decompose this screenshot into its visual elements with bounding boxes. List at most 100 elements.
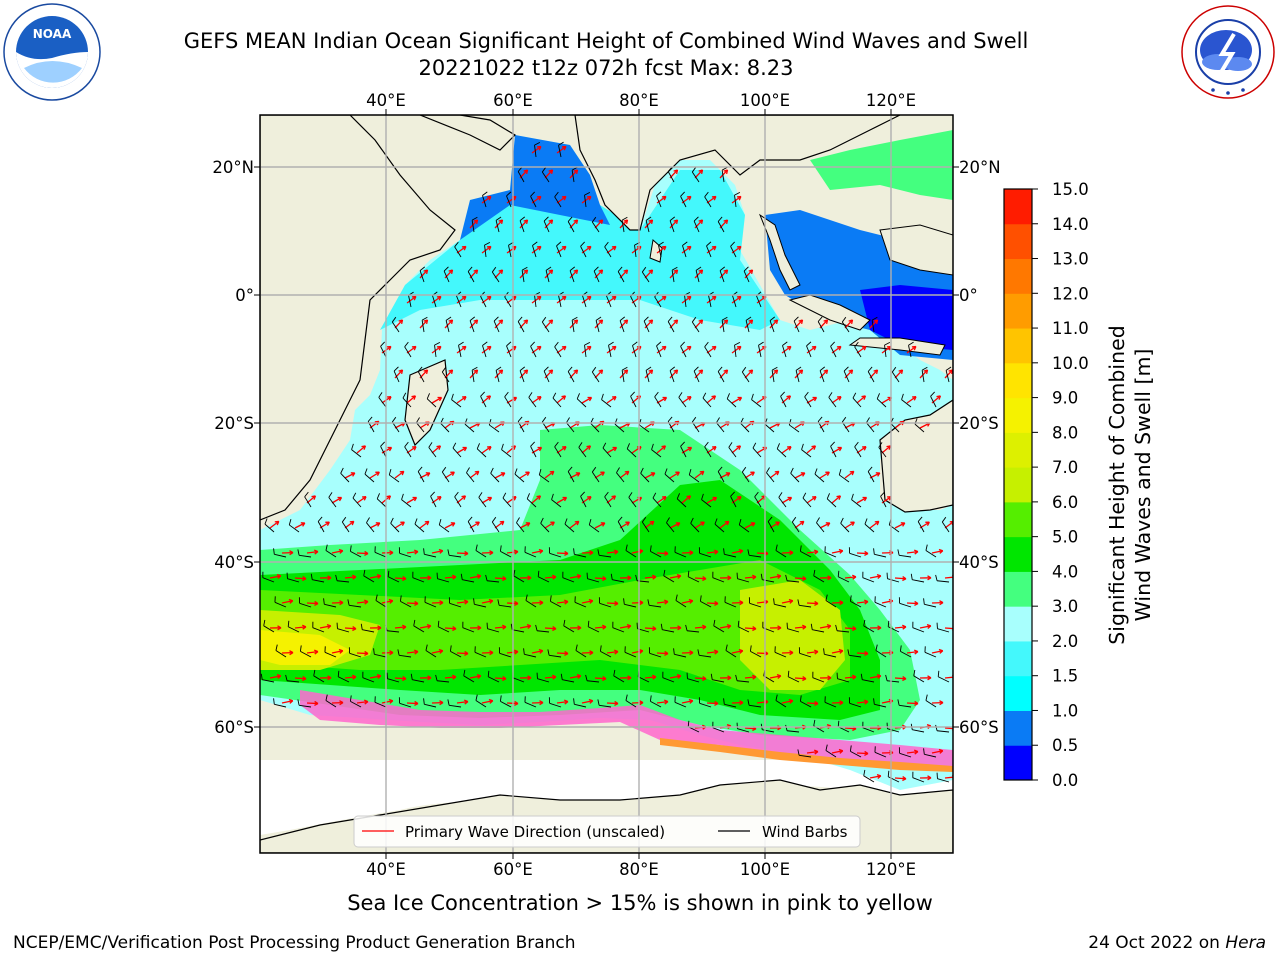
wave-arrow-head [588, 598, 593, 602]
wind-barb [841, 421, 850, 433]
wave-arrow-head [723, 219, 728, 222]
wave-arrow-head [663, 599, 669, 603]
wave-arrow-head [639, 700, 644, 704]
wind-barb [430, 496, 437, 508]
ice-region [260, 760, 953, 835]
wind-barb-flag [414, 518, 418, 525]
wind-barb [552, 397, 562, 408]
wave-arrow-head [726, 723, 732, 727]
wave-arrow-head [314, 600, 319, 605]
wave-arrow-head [698, 319, 703, 322]
wind-barb [789, 424, 800, 433]
wave-arrow [569, 520, 580, 529]
wind-barb-flag [325, 544, 328, 551]
wind-barb-flag [721, 166, 728, 171]
wind-barb-flag [837, 570, 840, 577]
colorbar-tick-label: 8.0 [1052, 423, 1078, 442]
wind-barb [790, 473, 800, 483]
wind-barb [514, 473, 525, 483]
wind-barb-flag [647, 599, 650, 606]
wind-barb-flag [375, 594, 378, 601]
wind-barb [719, 270, 725, 283]
wind-barb-flag [499, 695, 502, 702]
wind-barb [690, 523, 700, 533]
wind-barb [737, 578, 750, 583]
wave-arrow [594, 319, 603, 329]
wind-barb [437, 578, 450, 583]
wave-arrow [556, 601, 568, 604]
wave-arrow [694, 577, 707, 580]
wind-barb [656, 345, 662, 358]
wave-arrow-head [364, 550, 369, 555]
wind-barb [621, 220, 625, 233]
wind-barb [862, 727, 875, 733]
wind-barb-flag [716, 417, 720, 423]
wind-barb-flag [571, 316, 578, 321]
wind-barb [676, 498, 687, 508]
wave-arrow-head [376, 573, 382, 577]
wave-arrow-head [502, 624, 507, 628]
wave-arrow [369, 675, 381, 679]
wind-barb [543, 220, 550, 233]
wind-barb [624, 603, 637, 608]
wind-barb-flag [925, 544, 928, 551]
wind-barb-flag [287, 620, 290, 627]
wave-arrow-head [839, 600, 844, 604]
wave-arrow [406, 602, 419, 605]
lon-label: 80°E [619, 860, 659, 879]
wave-arrow [606, 246, 617, 254]
wave-arrow-head [598, 319, 603, 322]
wind-barb-flag [773, 598, 775, 605]
wind-barb-flag [364, 468, 368, 475]
wind-barb-flag [580, 241, 585, 247]
wave-arrow [444, 576, 457, 579]
wind-barb-flag [495, 216, 502, 221]
wave-arrow-head [777, 625, 782, 629]
wave-arrow-head [739, 700, 744, 704]
wind-barb [539, 474, 550, 483]
wind-barb-flag [517, 166, 523, 172]
wave-arrow [531, 495, 541, 504]
wind-barb [643, 320, 650, 333]
lat-label: 20°N [212, 158, 254, 177]
wave-arrow [706, 702, 719, 705]
wind-barb [362, 629, 375, 633]
wind-barb-flag [560, 673, 563, 680]
wave-arrow [769, 422, 781, 429]
wind-barb [849, 654, 862, 658]
wave-arrow-head [823, 369, 828, 372]
wind-barb-flag [519, 216, 526, 222]
wave-arrow [481, 700, 493, 704]
wave-arrow [906, 396, 917, 404]
wind-barb [884, 345, 887, 358]
wind-barb [438, 626, 450, 633]
wind-barb [737, 728, 750, 733]
wind-barb [554, 346, 562, 358]
wind-barb [612, 579, 625, 583]
wind-barb [762, 579, 775, 583]
wind-barb-flag [734, 191, 741, 196]
wave-arrow-head [561, 395, 566, 398]
wind-barb [526, 498, 537, 508]
wind-barb-flag [487, 670, 490, 677]
lon-label: 100°E [740, 860, 790, 879]
wind-barb-flag [587, 620, 590, 627]
wind-barb-flag [475, 544, 478, 551]
wind-barb-flag [616, 467, 620, 473]
wave-arrow-head [552, 574, 557, 578]
wave-arrow-head [648, 319, 653, 322]
wave-arrow [781, 496, 792, 504]
wind-barb [604, 496, 612, 508]
wave-arrow-head [938, 648, 943, 652]
wind-barb [712, 727, 725, 733]
wind-barb-flag [497, 599, 500, 606]
wave-arrow-head [473, 369, 478, 372]
wind-barb-flag [613, 669, 616, 676]
wave-arrow-head [702, 675, 707, 680]
noaa-logo: NOAA [3, 3, 101, 101]
wind-barb-flag [588, 519, 592, 526]
wave-arrow-head [723, 369, 728, 372]
wave-arrow [681, 700, 693, 704]
wave-arrow [481, 446, 492, 454]
wind-barb-flag [584, 341, 591, 346]
